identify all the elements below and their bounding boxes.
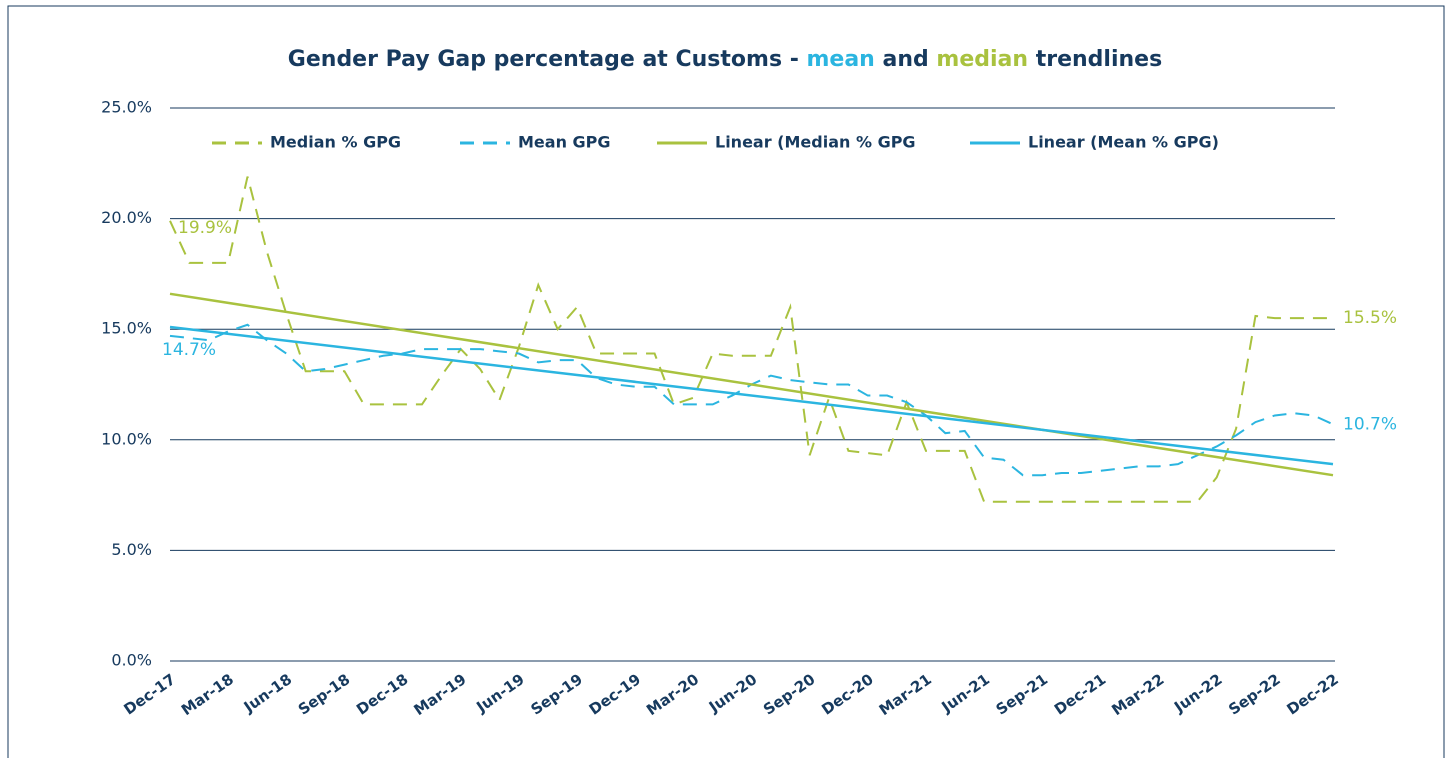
- x-tick-label: Sep-20: [760, 670, 819, 718]
- x-tick-label: Mar-18: [178, 670, 237, 719]
- x-tick-label: Dec-18: [353, 670, 411, 718]
- chart-title: Gender Pay Gap percentage at Customs - m…: [288, 47, 1162, 72]
- x-tick-label: Dec-19: [586, 670, 644, 718]
- legend-label: Linear (Median % GPG: [715, 133, 916, 152]
- y-tick-label: 15.0%: [101, 319, 152, 338]
- x-tick-label: Dec-21: [1051, 670, 1109, 718]
- frame: [7, 5, 1445, 758]
- legend-label: Linear (Mean % GPG): [1028, 133, 1219, 152]
- data-label: 15.5%: [1343, 308, 1397, 328]
- data-label: 19.9%: [178, 218, 232, 238]
- x-tick-label: Sep-21: [993, 670, 1052, 718]
- title-part: and: [875, 47, 937, 72]
- x-tick-label: Dec-20: [818, 670, 876, 718]
- data-label: 14.7%: [162, 340, 216, 360]
- legend-label: Median % GPG: [270, 133, 401, 152]
- y-tick-label: 20.0%: [101, 208, 152, 227]
- title-part: median: [936, 47, 1028, 72]
- x-tick-label: Jun-19: [472, 670, 527, 716]
- trend-line: [169, 325, 1334, 466]
- x-tick-label: Dec-22: [1284, 670, 1342, 718]
- y-tick-label: 0.0%: [111, 651, 152, 670]
- x-tick-label: Jun-18: [240, 670, 295, 716]
- y-tick-label: 10.0%: [101, 429, 152, 448]
- legend-label: Mean GPG: [518, 133, 611, 152]
- data-label: 10.7%: [1343, 414, 1397, 434]
- dashed-line: [169, 176, 1333, 503]
- x-tick-label: Sep-19: [527, 670, 586, 718]
- trend-line: [169, 292, 1334, 477]
- x-tick-label: Mar-19: [411, 670, 470, 719]
- x-tick-label: Dec-17: [121, 670, 179, 718]
- title-part: mean: [806, 47, 874, 72]
- x-tick-label: Jun-21: [938, 670, 993, 716]
- x-tick-label: Jun-20: [705, 670, 760, 716]
- x-tick-label: Mar-20: [643, 670, 702, 719]
- x-tick-label: Mar-22: [1108, 670, 1167, 719]
- x-tick-label: Sep-18: [295, 670, 354, 718]
- y-tick-label: 5.0%: [111, 540, 152, 559]
- x-tick-label: Sep-22: [1225, 670, 1284, 718]
- x-tick-label: Jun-22: [1170, 670, 1225, 716]
- title-part: trendlines: [1028, 47, 1162, 72]
- y-tick-label: 25.0%: [101, 98, 152, 117]
- x-tick-label: Mar-21: [876, 670, 935, 719]
- title-part: Gender Pay Gap percentage at Customs -: [288, 47, 807, 72]
